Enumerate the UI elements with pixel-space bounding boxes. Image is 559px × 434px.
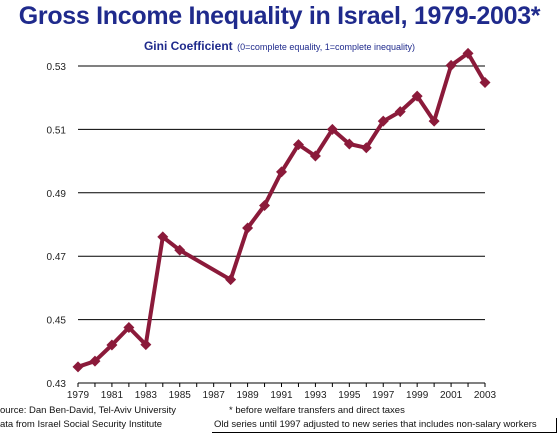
data-point-marker <box>411 90 423 102</box>
x-tick-label: 1997 <box>372 390 395 401</box>
x-tick-label: 1981 <box>101 390 124 401</box>
data-point-marker <box>394 106 406 118</box>
data-point-marker <box>106 339 118 351</box>
data-point-marker <box>309 150 321 162</box>
data-point-marker <box>360 142 372 154</box>
data-point-marker <box>242 222 254 234</box>
data-point-marker <box>445 59 457 71</box>
footnote-box-border <box>212 418 557 433</box>
data-point-marker <box>123 322 135 334</box>
x-tick-label: 1987 <box>203 390 226 401</box>
y-tick-label: 0.53 <box>47 62 67 73</box>
data-point-marker <box>72 361 84 373</box>
data-point-marker <box>259 199 271 211</box>
x-tick-label: 1989 <box>236 390 259 401</box>
data-point-marker <box>377 115 389 127</box>
data-point-marker <box>89 355 101 367</box>
data-point-marker <box>462 47 474 59</box>
x-tick-label: 1993 <box>304 390 327 401</box>
x-tick-label: 2001 <box>440 390 463 401</box>
data-point-marker <box>157 231 169 243</box>
x-tick-label: 1985 <box>169 390 192 401</box>
y-tick-label: 0.45 <box>47 316 67 327</box>
data-point-marker <box>174 244 186 256</box>
source-line-1: ource: Dan Ben-David, Tel-Aviv Universit… <box>0 405 176 416</box>
data-point-marker <box>428 115 440 127</box>
subtitle-main: Gini Coefficient <box>143 39 233 53</box>
x-tick-label: 1991 <box>270 390 293 401</box>
note-line-1: * before welfare transfers and direct ta… <box>229 405 405 416</box>
x-tick-label: 1983 <box>135 390 158 401</box>
note-line-2: Old series until 1997 adjusted to new se… <box>214 419 537 430</box>
y-tick-label: 0.47 <box>47 252 67 263</box>
x-tick-label: 1995 <box>338 390 361 401</box>
subtitle-note: (0=complete equality, 1=complete inequal… <box>237 42 416 52</box>
x-tick-label: 1979 <box>67 390 90 401</box>
data-point-marker <box>276 166 287 178</box>
y-tick-label: 0.43 <box>47 379 67 390</box>
chart-title: Gross Income Inequality in Israel, 1979-… <box>18 2 541 30</box>
chart-subtitle: Gini Coefficient (0=complete equality, 1… <box>0 37 559 55</box>
data-point-marker <box>479 76 491 88</box>
data-point-marker <box>343 138 355 150</box>
source-line-2: ata from Israel Social Security Institut… <box>0 419 163 430</box>
x-tick-label: 1999 <box>406 390 429 401</box>
y-tick-label: 0.51 <box>47 125 67 136</box>
data-point-marker <box>225 274 237 286</box>
x-tick-label: 2003 <box>474 390 497 401</box>
data-point-marker <box>292 139 304 151</box>
data-point-marker <box>140 339 152 351</box>
y-tick-label: 0.49 <box>47 189 67 200</box>
data-point-marker <box>326 123 338 135</box>
